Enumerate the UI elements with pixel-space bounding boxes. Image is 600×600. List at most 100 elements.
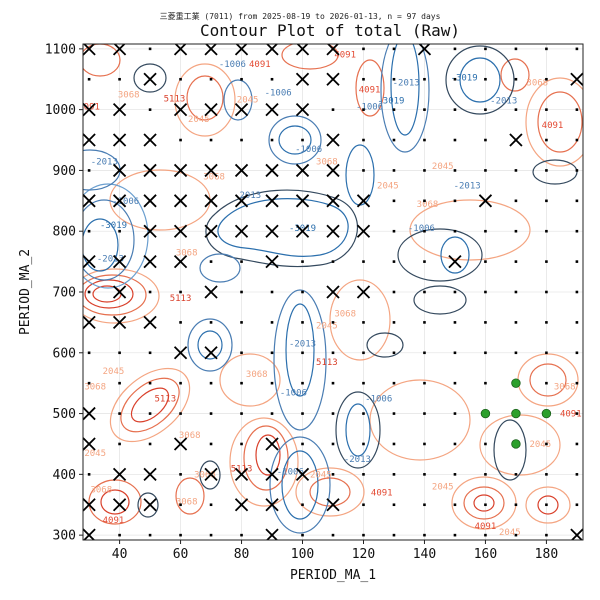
sample-dot	[240, 381, 243, 385]
sample-dot	[484, 169, 487, 172]
positive-peak-500	[109, 367, 191, 443]
sample-dot	[575, 138, 579, 142]
contour-label: 2045	[84, 449, 106, 459]
sample-dot	[423, 77, 426, 81]
sample-dot	[392, 473, 396, 476]
sample-dot	[301, 533, 304, 537]
sample-dot	[118, 533, 121, 537]
sample-dot	[331, 412, 335, 415]
sample-dot	[484, 381, 487, 385]
x-marker	[295, 467, 310, 481]
sample-dot	[514, 169, 518, 172]
sample-dot	[179, 321, 182, 324]
x-marker	[112, 467, 127, 481]
sample-dot	[575, 321, 579, 324]
contour-label: 4091	[359, 86, 381, 96]
x-marker	[295, 224, 310, 238]
contour-label: 2045	[310, 470, 332, 480]
sample-dot	[392, 503, 396, 507]
contour-label: 3068	[417, 200, 439, 210]
sample-dot	[514, 473, 518, 476]
contour-label: -3019	[289, 224, 316, 234]
sample-dot	[148, 381, 152, 385]
sample-dot	[392, 381, 396, 385]
sample-dot	[545, 199, 548, 203]
x-marker	[234, 163, 249, 178]
x-marker	[265, 224, 279, 238]
sample-dot	[362, 169, 365, 172]
sample-dot	[209, 138, 213, 142]
contour-label: 2045	[188, 115, 210, 125]
sample-dot	[301, 381, 304, 385]
x-marker	[143, 163, 157, 178]
sample-dot	[575, 260, 579, 263]
negative-valley-right	[83, 44, 578, 518]
contour-label: -1006	[356, 103, 383, 113]
x-marker	[143, 315, 157, 330]
sample-dot	[545, 351, 548, 355]
sample-dot	[118, 412, 121, 415]
y-tick-label: 700	[53, 286, 76, 301]
sample-dot	[575, 412, 579, 415]
contour-label: 3068	[176, 249, 198, 259]
sample-dot	[423, 351, 426, 355]
x-marker	[295, 44, 310, 56]
positive-peak-450	[229, 417, 299, 507]
best-point	[511, 378, 521, 388]
sample-dot	[423, 473, 426, 476]
x-marker	[417, 44, 432, 56]
contour-label: 2045	[529, 440, 551, 450]
sample-dot	[270, 381, 274, 385]
sample-dot	[392, 47, 396, 51]
y-tick-label: 1100	[45, 42, 76, 57]
y-tick-label: 500	[53, 407, 76, 422]
sample-dot	[484, 47, 487, 51]
contour-label: 3068	[203, 173, 225, 183]
x-tick-label: 80	[234, 547, 250, 562]
contour-label: 3068	[179, 431, 201, 441]
sample-dot	[301, 442, 304, 446]
sample-dot	[148, 533, 152, 537]
contour-label: 3068	[90, 486, 112, 496]
sample-dot	[484, 351, 487, 355]
x-marker	[204, 194, 218, 208]
sample-dot	[423, 503, 426, 507]
sample-dot	[179, 503, 182, 507]
sample-dot	[575, 108, 579, 111]
sample-dot	[331, 381, 335, 385]
contour-label: 4091	[334, 50, 356, 60]
sample-dot	[484, 260, 487, 263]
sample-dot	[331, 260, 335, 263]
sample-dot	[209, 77, 213, 81]
contour-label: 3068	[316, 157, 338, 167]
contour-label: 4091	[371, 489, 393, 499]
x-marker	[173, 44, 188, 56]
x-marker	[143, 72, 157, 86]
sample-dot	[331, 533, 335, 537]
x-marker	[112, 254, 127, 269]
x-axis-label: PERIOD_MA_1	[290, 568, 376, 583]
contour-label: -2013	[393, 78, 420, 88]
sample-dot	[362, 351, 365, 355]
sample-dot	[209, 503, 213, 507]
sample-dot	[240, 351, 243, 355]
x-axis-ticks: 40 60 80 100 120 140 160 180	[112, 540, 558, 562]
contour-label: 2045	[237, 95, 259, 105]
sample-dot	[453, 321, 457, 324]
x-marker	[83, 315, 96, 330]
best-points	[480, 378, 552, 449]
sample-dot	[423, 138, 426, 142]
sample-dot	[484, 473, 487, 476]
x-tick-label: 160	[474, 547, 497, 562]
negative-valley-lowmid	[187, 289, 404, 534]
sample-dot	[179, 473, 182, 476]
x-marker	[143, 254, 157, 269]
sample-dot	[209, 412, 213, 415]
best-point	[541, 408, 552, 419]
sample-dot	[514, 47, 518, 51]
contour-label: 5113	[231, 464, 253, 474]
sample-dot	[148, 47, 152, 51]
x-marker	[265, 498, 279, 512]
x-marker	[83, 406, 96, 421]
